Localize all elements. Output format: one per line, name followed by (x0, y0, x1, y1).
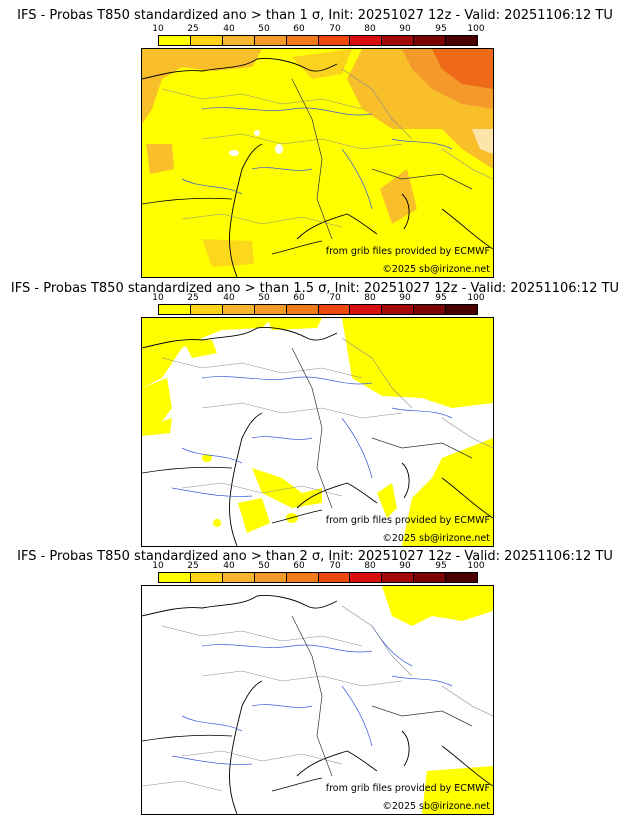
colorbar-segment (189, 36, 222, 45)
cbar-1-tick: 60 (293, 24, 305, 34)
colorbar-segment (381, 573, 414, 582)
colorbar-segment (317, 573, 350, 582)
colorbar-segment (445, 573, 478, 582)
cbar-3-tick: 80 (364, 561, 376, 571)
colorbar-segment (413, 305, 446, 314)
panel-3-title: IFS - Probas T850 standardized ano > tha… (17, 549, 613, 564)
cbar-1-tick: 50 (258, 24, 270, 34)
cbar-3-tick: 40 (223, 561, 235, 571)
cbar-1-tick: 95 (435, 24, 447, 34)
map-1-graphic (142, 49, 493, 277)
cbar-1-tick: 80 (364, 24, 376, 34)
map-2: from grib files provided by ECMWF ©2025 … (141, 317, 494, 547)
map-2-graphic (142, 318, 493, 546)
cbar-1-tick: 100 (467, 24, 485, 34)
cbar-3-tick: 95 (435, 561, 447, 571)
colorbar-segment (221, 36, 254, 45)
colorbar-segment (349, 305, 382, 314)
map-3-graphic (142, 586, 493, 814)
map-3: from grib files provided by ECMWF ©2025 … (141, 585, 494, 815)
map-1-source: from grib files provided by ECMWF (325, 246, 490, 257)
colorbar-segment (221, 573, 254, 582)
colorbar-segment (189, 305, 222, 314)
colorbar-segment (221, 305, 254, 314)
colorbar-segment (381, 36, 414, 45)
cbar-3-tick: 50 (258, 561, 270, 571)
cbar-1-tick: 70 (329, 24, 341, 34)
cbar-2-tick: 40 (223, 293, 235, 303)
cbar-3-tick: 90 (399, 561, 411, 571)
cbar-2-tick: 70 (329, 293, 341, 303)
cbar-1-tick: 25 (187, 24, 199, 34)
cbar-2-tick: 60 (293, 293, 305, 303)
colorbar-segment (285, 573, 318, 582)
colorbar-1 (158, 35, 478, 46)
map-2-source: from grib files provided by ECMWF (325, 515, 490, 526)
colorbar-segment (349, 573, 382, 582)
colorbar-segment (445, 305, 478, 314)
cbar-2-tick: 10 (152, 293, 164, 303)
colorbar-2 (158, 304, 478, 315)
colorbar-segment (317, 305, 350, 314)
cbar-3-tick: 10 (152, 561, 164, 571)
colorbar-segment (349, 36, 382, 45)
cbar-1-tick: 10 (152, 24, 164, 34)
map-1-copyright: ©2025 sb@irizone.net (382, 264, 490, 275)
map-2-copyright: ©2025 sb@irizone.net (382, 533, 490, 544)
map-3-source: from grib files provided by ECMWF (325, 783, 490, 794)
colorbar-segment (317, 36, 350, 45)
panel-2-title: IFS - Probas T850 standardized ano > tha… (10, 281, 620, 296)
colorbar-segment (159, 36, 190, 45)
cbar-1-tick: 40 (223, 24, 235, 34)
cbar-2-tick: 25 (187, 293, 199, 303)
colorbar-segment (413, 573, 446, 582)
cbar-3-tick: 70 (329, 561, 341, 571)
colorbar-segment (253, 573, 286, 582)
colorbar-segment (189, 573, 222, 582)
map-3-copyright: ©2025 sb@irizone.net (382, 801, 490, 812)
colorbar-segment (381, 305, 414, 314)
colorbar-segment (159, 305, 190, 314)
cbar-3-tick: 60 (293, 561, 305, 571)
cbar-3-tick: 100 (467, 561, 485, 571)
colorbar-segment (285, 305, 318, 314)
cbar-2-tick: 95 (435, 293, 447, 303)
panel-1-title: IFS - Probas T850 standardized ano > tha… (17, 8, 613, 23)
cbar-2-tick: 90 (399, 293, 411, 303)
colorbar-segment (285, 36, 318, 45)
cbar-2-tick: 80 (364, 293, 376, 303)
colorbar-3 (158, 572, 478, 583)
cbar-3-tick: 25 (187, 561, 199, 571)
colorbar-segment (413, 36, 446, 45)
colorbar-segment (253, 305, 286, 314)
map-1: from grib files provided by ECMWF ©2025 … (141, 48, 494, 278)
cbar-1-tick: 90 (399, 24, 411, 34)
colorbar-segment (159, 573, 190, 582)
cbar-2-tick: 100 (467, 293, 485, 303)
cbar-2-tick: 50 (258, 293, 270, 303)
colorbar-segment (445, 36, 478, 45)
colorbar-segment (253, 36, 286, 45)
